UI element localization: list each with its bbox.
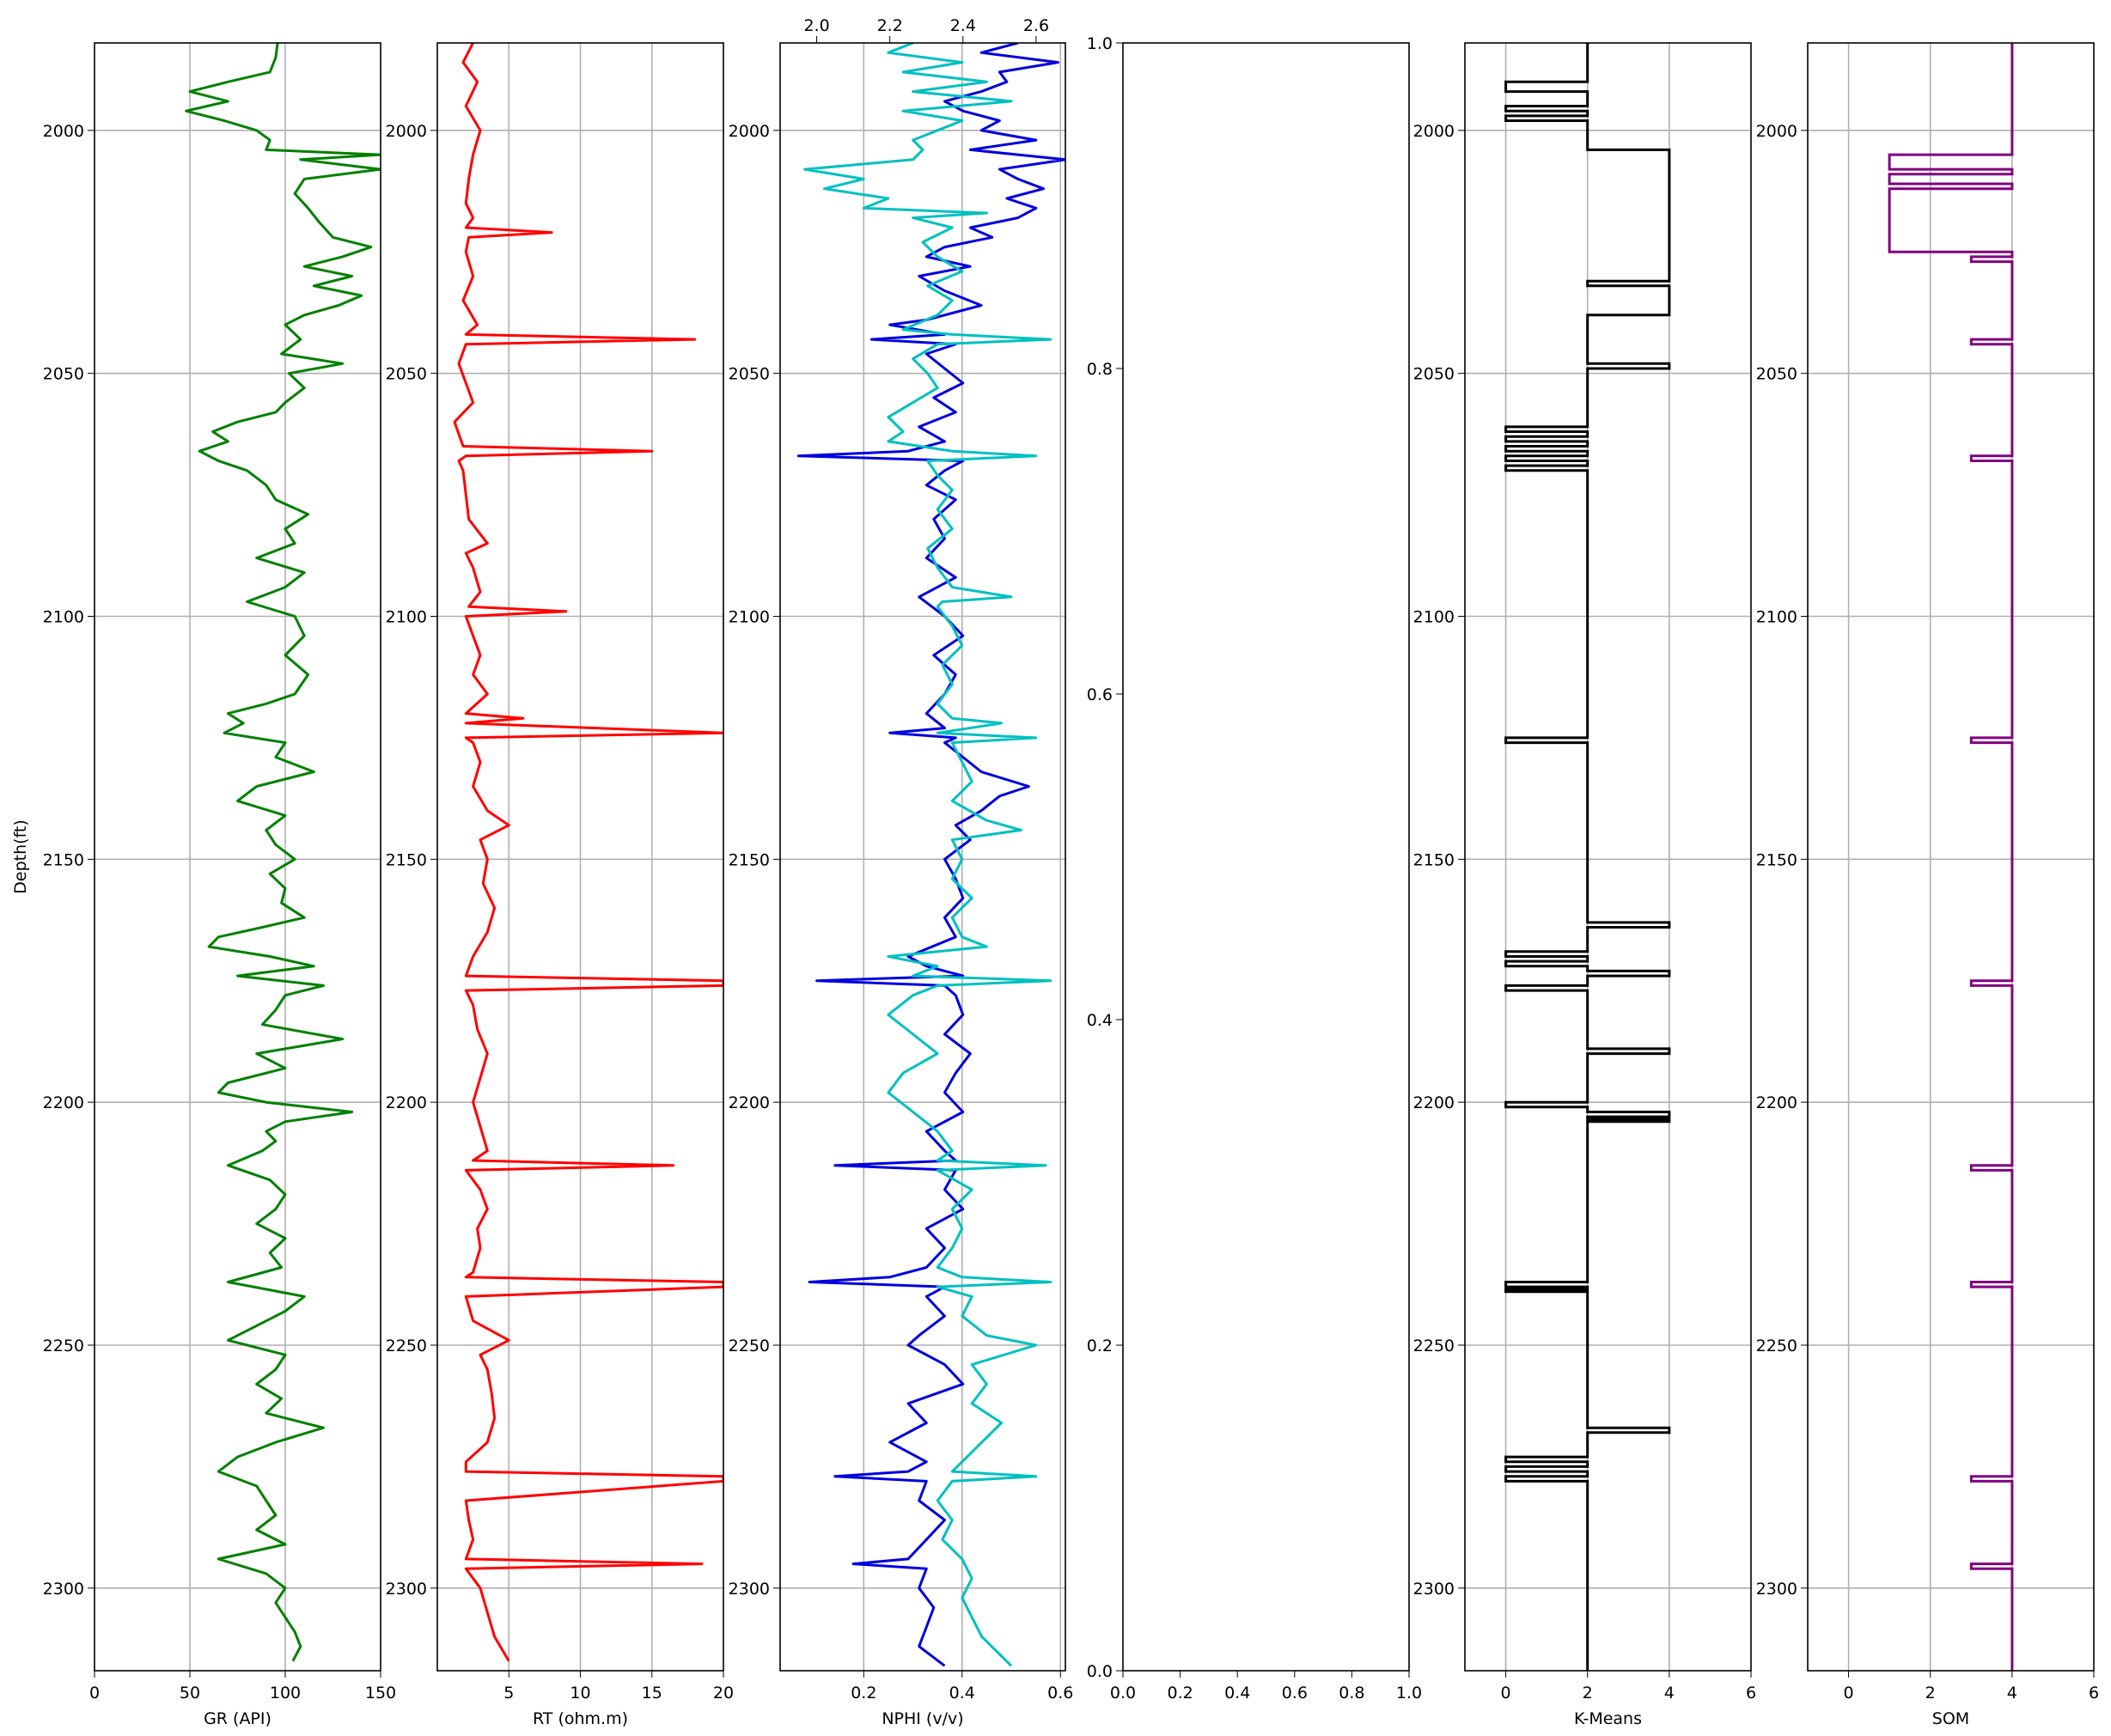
y-tick-label: 2100 (43, 607, 84, 626)
x-tick-label: 0.4 (1224, 1684, 1250, 1702)
y-tick-label: 0.0 (1087, 1662, 1113, 1681)
x-tick-label: 6 (1746, 1684, 1756, 1702)
axes-frame (1122, 42, 1410, 1672)
x-tick-label: 0.4 (949, 1684, 975, 1702)
y-tick-label: 2100 (729, 607, 770, 626)
x-axis-label: NPHI (v/v) (882, 1709, 963, 1728)
x-axis-label: RT (ohm.m) (533, 1709, 628, 1728)
y-tick-label: 2300 (386, 1580, 427, 1599)
y-tick-label: 2150 (386, 850, 427, 869)
y-tick-label: 2250 (43, 1337, 84, 1355)
axes-frame (779, 42, 1066, 1672)
x-tick-label: 2 (1583, 1684, 1593, 1702)
x-tick-label: 1.0 (1396, 1684, 1422, 1702)
x-tick-label: 0 (1844, 1684, 1854, 1702)
y-tick-label: 0.4 (1087, 1011, 1113, 1030)
plot-area (796, 43, 1065, 1667)
x-tick-label: 0.6 (1282, 1684, 1308, 1702)
y-tick-label: 2000 (386, 122, 427, 141)
axes-frame (1464, 42, 1752, 1672)
y-axis-label: Depth(ft) (11, 819, 30, 894)
x-tick-label: 100 (270, 1684, 301, 1702)
y-tick-label: 2050 (43, 365, 84, 384)
y-tick-label: 2250 (1413, 1337, 1455, 1355)
y-tick-label: 2200 (1756, 1093, 1797, 1112)
x-tick-label: 0.8 (1339, 1684, 1364, 1702)
x-tick-label: 0 (1501, 1684, 1511, 1702)
y-tick-label: 2150 (43, 850, 84, 869)
y-tick-label: 0.8 (1087, 360, 1113, 379)
y-tick-label: 0.2 (1087, 1337, 1113, 1355)
x-tick-label: 2 (1925, 1684, 1936, 1702)
axes-frame (1807, 42, 2095, 1672)
y-tick-label: 2050 (386, 365, 427, 384)
y-tick-label: 2150 (729, 850, 770, 869)
plot-area (185, 43, 381, 1662)
y-tick-label: 2100 (1413, 607, 1455, 626)
x-tick-label: 50 (180, 1684, 200, 1702)
y-tick-label: 2000 (43, 122, 84, 141)
panel-gr: 0 50 100 150 2000 2050 2100 2150 2200 2250 2300 GR … (11, 42, 396, 1728)
x-tick-label: 6 (2089, 1684, 2099, 1702)
x-tick-label: 0.0 (1110, 1684, 1136, 1702)
series-line-0 (796, 43, 1065, 1667)
top-x-tick-label: 2.4 (950, 16, 976, 35)
y-tick-label: 2300 (1413, 1580, 1455, 1599)
y-tick-label: 2300 (1756, 1580, 1797, 1599)
x-axis-label: SOM (1932, 1709, 1969, 1728)
axes-frame (94, 42, 381, 1672)
y-tick-label: 2200 (386, 1093, 427, 1112)
y-tick-label: 2000 (1756, 122, 1797, 141)
x-tick-label: 20 (713, 1684, 734, 1702)
y-tick-label: 2150 (1413, 850, 1455, 869)
plot-area (1888, 43, 2014, 1671)
series-line-1 (803, 43, 1052, 1667)
y-tick-label: 2050 (729, 365, 770, 384)
y-tick-label: 2300 (729, 1580, 770, 1599)
y-tick-label: 2250 (729, 1337, 770, 1355)
y-tick-label: 2000 (1413, 122, 1455, 141)
plot-area (1504, 43, 1671, 1671)
x-tick-label: 0.6 (1047, 1684, 1073, 1702)
plot-area (453, 43, 723, 1662)
x-axis-label: GR (API) (204, 1709, 272, 1728)
series-line-0 (453, 43, 723, 1662)
x-tick-label: 10 (570, 1684, 590, 1702)
x-axis-label: K-Means (1574, 1709, 1642, 1728)
x-tick-label: 4 (1664, 1684, 1675, 1702)
x-tick-label: 0.2 (851, 1684, 876, 1702)
y-tick-label: 2100 (386, 607, 427, 626)
x-tick-label: 150 (365, 1684, 396, 1702)
y-tick-label: 1.0 (1087, 34, 1113, 53)
y-tick-label: 2100 (1756, 607, 1797, 626)
panel-k-means: 0 2 4 6 2000 2050 2100 2150 2200 2250 2300 K-Means (1413, 42, 1756, 1728)
series-line-0 (1504, 43, 1671, 1671)
y-tick-label: 2300 (43, 1580, 84, 1599)
y-tick-label: 0.6 (1087, 685, 1113, 704)
x-tick-label: 0 (89, 1684, 100, 1702)
x-tick-label: 4 (2007, 1684, 2017, 1702)
y-tick-label: 2250 (1756, 1337, 1797, 1355)
panel-som: 0 2 4 6 2000 2050 2100 2150 2200 2250 2300 SOM (1756, 42, 2099, 1728)
series-line-0 (185, 43, 381, 1662)
panel-rt: 5 10 15 20 2000 2050 2100 2150 2200 2250 2300 RT (o… (386, 42, 734, 1728)
x-tick-label: 0.2 (1167, 1684, 1193, 1702)
y-tick-label: 2150 (1756, 850, 1797, 869)
y-tick-label: 2250 (386, 1337, 427, 1355)
x-tick-label: 5 (503, 1684, 514, 1702)
y-tick-label: 2200 (729, 1093, 770, 1112)
y-tick-label: 2200 (1413, 1093, 1455, 1112)
y-tick-label: 2050 (1413, 365, 1455, 384)
series-line-0 (1888, 43, 2014, 1671)
top-x-tick-label: 2.0 (803, 16, 829, 35)
panel-nphi-rhob: 0.2 0.4 0.6 2.0 2.2 2.4 2.6 2000 2050 2100 2150 220… (729, 16, 1074, 1728)
y-tick-label: 2050 (1756, 365, 1797, 384)
panel-empty: 0.0 0.2 0.4 0.6 0.8 1.0 0.0 0.2 0.4 0.6 0.8 1.0 (1087, 34, 1422, 1702)
top-x-tick-label: 2.2 (877, 16, 903, 35)
top-x-tick-label: 2.6 (1023, 16, 1049, 35)
y-tick-label: 2000 (729, 122, 770, 141)
y-tick-label: 2200 (43, 1093, 84, 1112)
x-tick-label: 15 (642, 1684, 662, 1702)
